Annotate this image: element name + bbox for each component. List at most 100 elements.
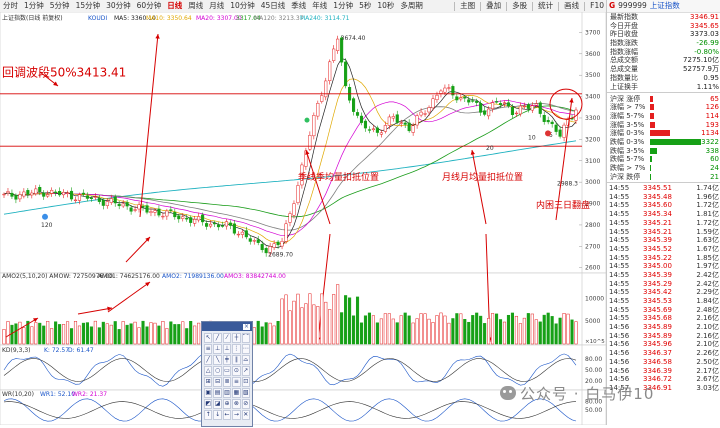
dist-row: 沪深 涨停 65	[607, 94, 720, 103]
volume-bar	[292, 300, 296, 345]
period-tab[interactable]: 季线	[291, 1, 307, 10]
candle-body	[121, 203, 125, 207]
volume-bar	[284, 294, 288, 345]
volume-bar	[157, 325, 161, 345]
tick-row: 14:56 3345.89 2.16亿	[607, 332, 720, 341]
volume-bar	[197, 322, 201, 345]
period-tab[interactable]: 月线	[209, 1, 225, 10]
index-name[interactable]: 上证指数	[649, 1, 680, 10]
tick-list[interactable]: 14:55 3345.51 1.74亿 14:55 3345.48 1.96亿 14:55 3…	[607, 184, 720, 393]
draw-tool-button[interactable]: ≡	[232, 377, 241, 387]
period-tab[interactable]: 主图	[460, 1, 476, 10]
draw-tool-button[interactable]: ⊕	[222, 399, 232, 409]
period-tab[interactable]: 5分钟	[49, 1, 70, 10]
draw-tool-button[interactable]: ⊞	[204, 377, 213, 387]
volume-bar	[451, 318, 455, 345]
draw-tool-button[interactable]: ╱	[204, 355, 213, 365]
period-tab[interactable]: 年线	[312, 1, 328, 10]
period-tab[interactable]: 60分钟	[136, 1, 162, 10]
period-tab[interactable]: 10秒	[377, 1, 395, 10]
period-tab[interactable]: 统计	[538, 1, 554, 10]
draw-tool-button[interactable]: ╲	[213, 355, 222, 365]
period-tab[interactable]: 分时	[3, 1, 18, 10]
period-tab[interactable]: 多周期	[400, 1, 423, 10]
draw-tool-button[interactable]: ≣	[222, 377, 232, 387]
period-tab[interactable]: 5秒	[359, 1, 372, 10]
dist-value: 193	[705, 120, 719, 129]
draw-tool-button[interactable]: ⊘	[241, 399, 250, 409]
draw-tool-button[interactable]: →	[232, 410, 241, 420]
draw-tool-button[interactable]: ↖	[204, 333, 213, 343]
chart-area[interactable]: 上证指数(日线 前复权) KOUDI MA5: 3360.10 MA10: 3350.…	[0, 11, 607, 426]
period-tab[interactable]: 15分钟	[75, 1, 101, 10]
period-tab[interactable]: 45日线	[260, 1, 286, 10]
draw-tool-button[interactable]: ⌒	[241, 333, 250, 343]
period-tab[interactable]: F10	[590, 1, 604, 10]
draw-tool-button[interactable]: ▥	[222, 388, 232, 398]
draw-tool-button[interactable]: ⌓	[241, 355, 250, 365]
volume-bar	[42, 325, 46, 345]
draw-tool-button[interactable]: ⊡	[241, 377, 250, 387]
period-tab[interactable]: 画线	[564, 1, 580, 10]
period-tab[interactable]: 周线	[188, 1, 204, 10]
volume-bar	[272, 325, 276, 345]
draw-tool-button[interactable]: ╱	[213, 333, 222, 343]
draw-tool-button[interactable]: ←	[222, 410, 232, 420]
drawing-tools-palette[interactable]: × ↖ ╱ ⁄ ┼ ⌒ ≡ ⊥ ⊥ ⋮ ⋯ ╱ ╲ ╪ ∥ ⌓ △ ○ ▭ ⊙ ↗ ⊞ ⊟ ≣ ≡ ⊡ ▣ ▤ ▥ ▦ ▧ ◩ ◪ ⊕ ⊗ ⊘ ↑ ↓ ←…	[201, 321, 253, 427]
tick-time: 14:55	[609, 227, 630, 236]
quote-panel: G 999999 上证指数 最新指数 3346.91 今日开盘 3345.65 昨日收盘…	[606, 0, 720, 425]
period-tab[interactable]: 10分钟	[230, 1, 255, 10]
draw-tool-button[interactable]: ◪	[213, 399, 222, 409]
close-icon[interactable]: ×	[243, 322, 250, 330]
period-tab[interactable]: 日线	[167, 1, 183, 10]
draw-tool-button[interactable]: ↓	[213, 410, 222, 420]
period-tab[interactable]: 30分钟	[106, 1, 131, 10]
volume-bar	[320, 293, 324, 345]
draw-tool-button[interactable]: ▤	[213, 388, 222, 398]
volume-bar	[518, 323, 522, 345]
draw-tool-button[interactable]: ┼	[232, 333, 241, 343]
palette-titlebar[interactable]: ×	[202, 322, 252, 331]
draw-tool-button[interactable]: ⋮	[232, 344, 241, 354]
draw-tool-button[interactable]: ▧	[241, 388, 250, 398]
draw-tool-button[interactable]: ⊥	[222, 344, 232, 354]
draw-tool-button[interactable]: ⋯	[241, 344, 250, 354]
draw-tool-button[interactable]: ⊥	[213, 344, 222, 354]
period-tab[interactable]: 叠加	[486, 1, 502, 10]
dist-value: 3322	[701, 137, 719, 146]
draw-tool-button[interactable]: ⊙	[232, 366, 241, 376]
draw-tool-button[interactable]: ↑	[204, 410, 213, 420]
draw-tool-button[interactable]: ∥	[232, 355, 241, 365]
draw-tool-button[interactable]: ⊗	[232, 399, 241, 409]
candle-body	[359, 115, 364, 123]
draw-tool-button[interactable]: ▣	[204, 388, 213, 398]
draw-tool-button[interactable]: ≡	[204, 344, 213, 354]
candle-body	[479, 103, 483, 113]
volume-bar	[304, 303, 308, 345]
candle-body	[153, 210, 157, 213]
draw-tool-button[interactable]: △	[204, 366, 213, 376]
small-label: 10	[528, 134, 536, 141]
period-tab[interactable]: 多股	[512, 1, 528, 10]
draw-tool-button[interactable]: ▭	[222, 366, 232, 376]
arrow-vol-2-head	[107, 306, 112, 311]
draw-tool-button[interactable]: ◩	[204, 399, 213, 409]
draw-tool-button[interactable]: ⁄	[222, 333, 232, 343]
draw-tool-button[interactable]: ↗	[241, 366, 250, 376]
tick-amount: 2.42亿	[696, 279, 719, 288]
draw-tool-button[interactable]: ✕	[241, 410, 250, 420]
arrow-vol-2	[77, 307, 113, 315]
draw-tool-button[interactable]: ▦	[232, 388, 241, 398]
draw-tool-button[interactable]: ○	[213, 366, 222, 376]
draw-tool-button[interactable]: ⊟	[213, 377, 222, 387]
draw-tool-button[interactable]: ╪	[222, 355, 232, 365]
volume-bar	[173, 324, 177, 345]
stat-value: 3345.65	[690, 21, 719, 30]
arrow-up-high	[139, 33, 159, 218]
period-tab[interactable]: 1分钟	[333, 1, 354, 10]
stat-label: 指数量比	[610, 73, 638, 82]
volume-bar	[375, 322, 379, 345]
season-annotation: 季线季均量扣抵位置	[298, 171, 379, 183]
period-tab[interactable]: 1分钟	[24, 1, 44, 10]
